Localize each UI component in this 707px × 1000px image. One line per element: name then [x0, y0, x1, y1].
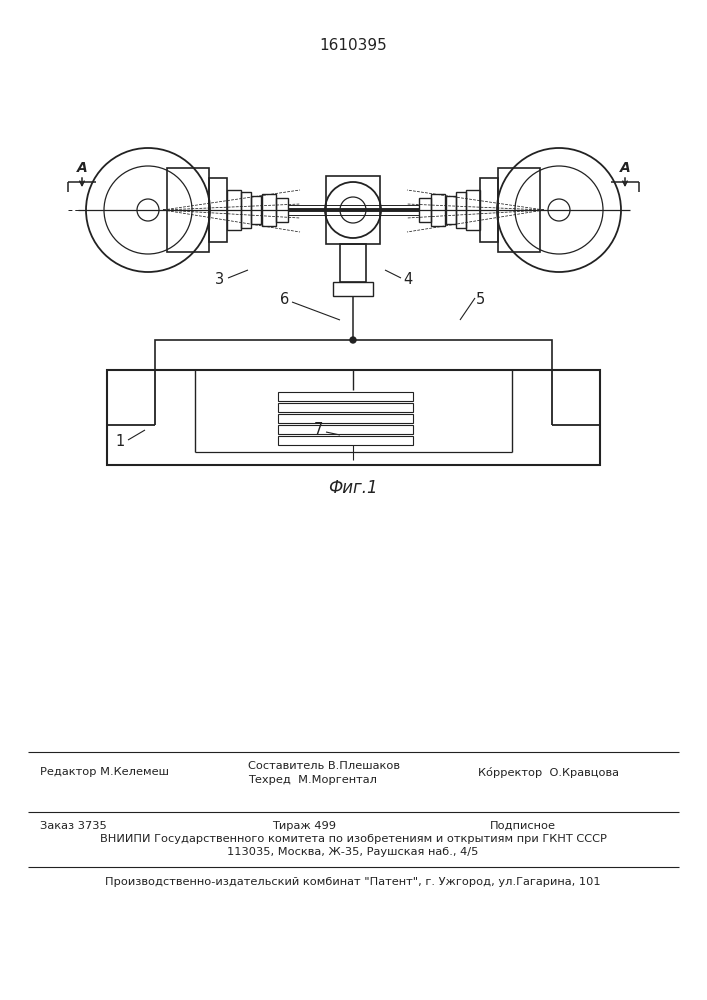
Text: 6: 6 — [281, 292, 290, 308]
Bar — [107, 370, 600, 465]
Text: Техред  М.Моргентал: Техред М.Моргентал — [248, 775, 377, 785]
Text: Тираж 499: Тираж 499 — [272, 821, 336, 831]
Bar — [278, 392, 413, 401]
Text: 4: 4 — [404, 272, 413, 288]
Bar — [241, 192, 251, 228]
Bar — [278, 425, 413, 434]
Bar — [278, 403, 413, 412]
Text: 7: 7 — [313, 422, 322, 438]
Bar — [227, 190, 241, 230]
Bar — [276, 198, 288, 222]
Bar — [333, 282, 373, 296]
Text: 1: 1 — [115, 434, 124, 450]
Bar — [262, 194, 276, 226]
Bar — [326, 176, 380, 244]
Bar — [498, 168, 540, 252]
Text: Ко́рректор  О.Кравцова: Ко́рректор О.Кравцова — [478, 766, 619, 778]
Bar — [155, 340, 552, 370]
Text: А: А — [619, 161, 631, 175]
Bar — [446, 196, 456, 224]
Text: 5: 5 — [475, 292, 484, 308]
Bar — [480, 178, 498, 242]
Bar — [167, 168, 209, 252]
Text: 1610395: 1610395 — [319, 37, 387, 52]
Bar — [278, 436, 413, 445]
Bar — [431, 194, 445, 226]
Text: 113035, Москва, Ж-35, Раушская наб., 4/5: 113035, Москва, Ж-35, Раушская наб., 4/5 — [228, 847, 479, 857]
Text: А: А — [76, 161, 88, 175]
Text: Заказ 3735: Заказ 3735 — [40, 821, 107, 831]
Bar — [466, 190, 480, 230]
Text: Редактор М.Келемеш: Редактор М.Келемеш — [40, 767, 169, 777]
Bar — [419, 198, 431, 222]
Bar — [251, 196, 261, 224]
Text: ВНИИПИ Государственного комитета по изобретениям и открытиям при ГКНТ СССР: ВНИИПИ Государственного комитета по изоб… — [100, 834, 607, 844]
Circle shape — [350, 337, 356, 343]
Bar — [209, 178, 227, 242]
Text: 3: 3 — [216, 272, 225, 288]
Text: Фиг.1: Фиг.1 — [328, 479, 378, 497]
Bar — [340, 244, 366, 282]
Bar — [456, 192, 466, 228]
Text: Подписное: Подписное — [490, 821, 556, 831]
Bar — [278, 414, 413, 423]
Text: Производственно-издательский комбинат "Патент", г. Ужгород, ул.Гагарина, 101: Производственно-издательский комбинат "П… — [105, 877, 601, 887]
Text: Составитель В.Плешаков: Составитель В.Плешаков — [248, 761, 400, 771]
